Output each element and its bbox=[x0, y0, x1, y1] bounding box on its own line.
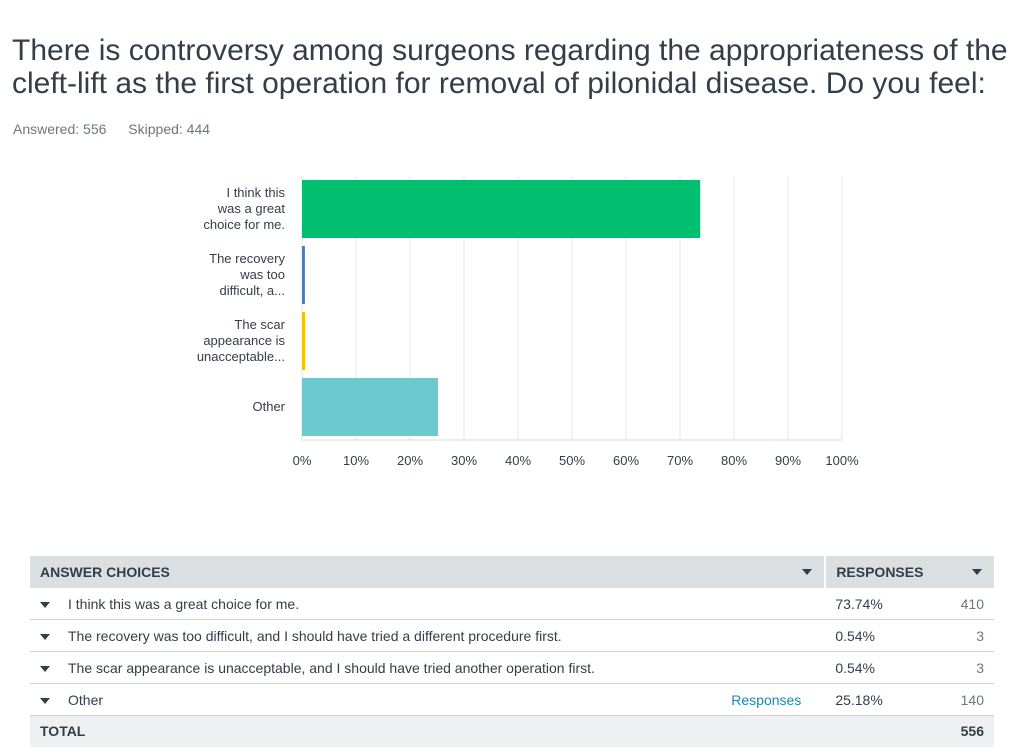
x-tick-label: 70% bbox=[667, 453, 693, 468]
answer-table: ANSWER CHOICES RESPONSES I think this wa… bbox=[30, 556, 994, 747]
total-label: TOTAL bbox=[40, 723, 86, 740]
table-row[interactable]: Other Responses 25.18% 140 bbox=[30, 683, 994, 716]
x-tick-label: 20% bbox=[397, 453, 423, 468]
expand-caret-icon[interactable] bbox=[40, 665, 50, 672]
y-category-label: The recovery was too difficult, a... bbox=[209, 251, 285, 298]
y-category-label: I think this was a great choice for me. bbox=[203, 185, 285, 232]
table-row[interactable]: I think this was a great choice for me. … bbox=[30, 588, 994, 620]
y-category-label: The scar appearance is unacceptable... bbox=[197, 317, 286, 364]
choice-label: The scar appearance is unacceptable, and… bbox=[68, 659, 595, 676]
x-tick-label: 50% bbox=[559, 453, 585, 468]
response-count: 140 bbox=[934, 683, 994, 716]
x-tick-label: 100% bbox=[825, 453, 859, 468]
table-header: ANSWER CHOICES RESPONSES bbox=[30, 556, 994, 588]
answered-count: Answered: 556 bbox=[13, 121, 107, 137]
x-tick-label: 30% bbox=[451, 453, 477, 468]
response-count: 3 bbox=[934, 619, 994, 652]
sort-caret-icon[interactable] bbox=[802, 569, 813, 575]
response-count: 3 bbox=[934, 651, 994, 684]
question-title: There is controversy among surgeons rega… bbox=[12, 34, 1008, 100]
x-tick-label: 90% bbox=[775, 453, 801, 468]
choice-label: Other bbox=[68, 691, 104, 708]
bar[interactable] bbox=[302, 246, 305, 304]
x-tick-label: 40% bbox=[505, 453, 531, 468]
response-summary: Answered: 556 Skipped: 444 bbox=[13, 121, 228, 137]
table-row[interactable]: The scar appearance is unacceptable, and… bbox=[30, 651, 994, 684]
bar[interactable] bbox=[302, 378, 438, 436]
x-tick-label: 60% bbox=[613, 453, 639, 468]
x-tick-label: 80% bbox=[721, 453, 747, 468]
response-count: 410 bbox=[934, 588, 994, 620]
x-tick-label: 0% bbox=[293, 453, 312, 468]
y-category-label: Other bbox=[252, 399, 285, 414]
skipped-count: Skipped: 444 bbox=[128, 121, 211, 137]
table-row[interactable]: The recovery was too difficult, and I sh… bbox=[30, 619, 994, 652]
choice-label: I think this was a great choice for me. bbox=[68, 595, 300, 612]
total-row: TOTAL 556 bbox=[30, 715, 994, 747]
response-percent: 0.54% bbox=[825, 619, 935, 652]
response-percent: 25.18% bbox=[825, 683, 935, 716]
response-percent: 73.74% bbox=[825, 588, 935, 620]
answer-choices-header[interactable]: ANSWER CHOICES bbox=[30, 556, 825, 588]
expand-caret-icon[interactable] bbox=[40, 697, 50, 704]
total-count: 556 bbox=[960, 723, 984, 740]
expand-caret-icon[interactable] bbox=[40, 601, 50, 608]
bar[interactable] bbox=[302, 312, 305, 370]
x-tick-label: 10% bbox=[343, 453, 369, 468]
expand-caret-icon[interactable] bbox=[40, 633, 50, 640]
other-responses-link[interactable]: Responses bbox=[731, 692, 802, 708]
sort-caret-icon[interactable] bbox=[972, 569, 982, 575]
response-percent: 0.54% bbox=[825, 651, 935, 684]
responses-header[interactable]: RESPONSES bbox=[824, 556, 994, 588]
bar[interactable] bbox=[302, 180, 701, 238]
bar-chart: 0% 10% 20% 30% 40% 50% 60% 70% 80% 90% 100% I think… bbox=[197, 176, 859, 468]
choice-label: The recovery was too difficult, and I sh… bbox=[68, 627, 562, 644]
